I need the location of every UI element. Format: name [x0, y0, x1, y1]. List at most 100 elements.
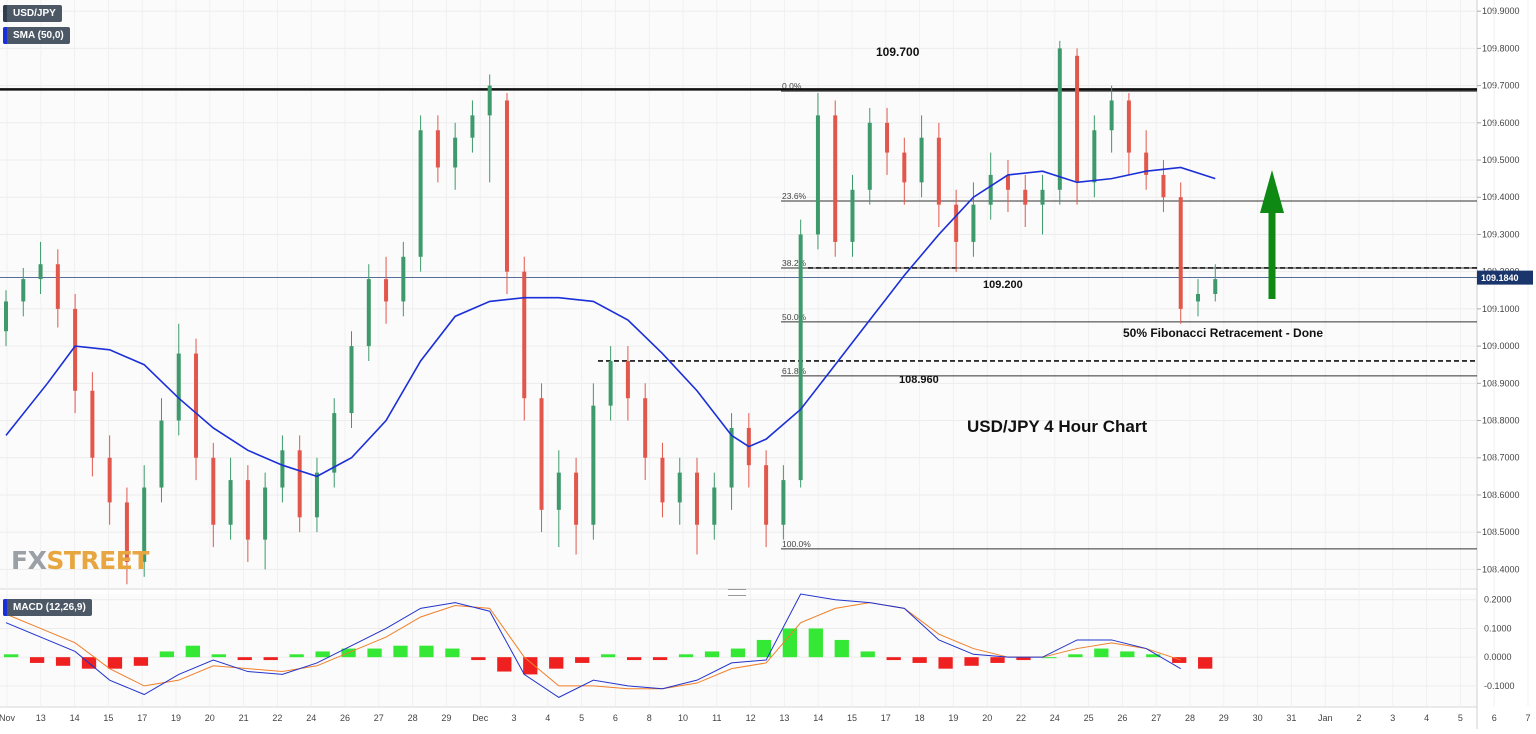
macd-histogram-bar-up — [1042, 657, 1057, 659]
logo-part-2: STREET — [46, 546, 149, 575]
candle-body-up — [487, 85, 492, 116]
time-tick-label: 14 — [813, 713, 823, 723]
candle-body-down — [885, 122, 890, 153]
macd-histogram-bar-up — [445, 648, 460, 658]
time-tick-label: 3 — [511, 713, 516, 723]
macd-histogram-bar-down — [133, 657, 149, 666]
time-tick-label: 18 — [915, 713, 925, 723]
resistance-label: 109.700 — [876, 45, 920, 59]
candle-body-up — [228, 480, 233, 525]
macd-histogram-bar-up — [834, 639, 849, 658]
candle-body-down — [107, 457, 112, 503]
price-tick-label: 108.4000 — [1482, 564, 1520, 574]
time-tick-label: 24 — [1050, 713, 1060, 723]
price-tick-label: 109.3000 — [1482, 229, 1520, 239]
fibonacci-level-label: 50.0% — [782, 312, 807, 322]
time-tick-label: 5 — [1458, 713, 1463, 723]
price-tick-label: 109.5000 — [1482, 155, 1520, 165]
time-tick-label: 28 — [1185, 713, 1195, 723]
support-label: 108.960 — [899, 374, 939, 386]
candle-body-down — [1178, 197, 1183, 309]
candle-body-down — [124, 502, 129, 562]
price-tick-label: 109.4000 — [1482, 192, 1520, 202]
candle-body-up — [176, 353, 181, 421]
candle-body-down — [936, 137, 941, 205]
macd-histogram-bar-down — [471, 657, 486, 661]
macd-histogram-bar-up — [211, 654, 226, 658]
time-tick-label: 8 — [647, 713, 652, 723]
macd-histogram-bar-up — [4, 654, 19, 658]
candle-body-down — [695, 472, 700, 525]
current-price-tag — [1477, 270, 1533, 285]
macd-histogram-bar-down — [964, 657, 979, 666]
price-tick-label: 109.1000 — [1482, 304, 1520, 314]
time-tick-label: 29 — [1219, 713, 1229, 723]
macd-histogram-bar-up — [601, 654, 616, 658]
macd-line — [5, 593, 1181, 698]
symbol-tag[interactable]: USD/JPY — [3, 5, 62, 22]
macd-histogram-bar-down — [1016, 657, 1031, 661]
macd-histogram-bar-up — [704, 651, 720, 658]
candle-body-up — [850, 189, 855, 242]
candle-body-down — [1075, 55, 1080, 183]
macd-histogram-bar-up — [756, 639, 772, 658]
candle-body-up — [677, 472, 682, 503]
macd-histogram-bar-up — [808, 628, 823, 658]
candle-body-up — [1040, 189, 1045, 205]
candle-body-up — [1057, 48, 1062, 190]
candle-body-up — [314, 472, 319, 518]
macd-histogram-bar-down — [938, 657, 953, 669]
candle-body-down — [504, 100, 509, 272]
candle-body-down — [1126, 100, 1131, 153]
macd-histogram-bar-up — [860, 651, 875, 658]
macd-tag[interactable]: MACD (12,26,9) — [3, 599, 92, 616]
fibonacci-annotation: 50% Fibonacci Retracement - Done — [1123, 326, 1323, 340]
time-tick-label: 6 — [1492, 713, 1497, 723]
price-tick-label: 109.6000 — [1482, 118, 1520, 128]
time-tick-label: 13 — [779, 713, 789, 723]
macd-tick-label: 0.1000 — [1484, 623, 1512, 633]
time-tick-label: 21 — [239, 713, 249, 723]
logo-part-1: FX — [11, 546, 47, 575]
candle-body-down — [660, 457, 665, 503]
bullish-arrow-head — [1260, 170, 1284, 213]
sma-tag[interactable]: SMA (50,0) — [3, 27, 70, 44]
candle-body-down — [1161, 174, 1166, 198]
time-tick-label: 17 — [137, 713, 147, 723]
candle-body-up — [988, 174, 993, 205]
candle-body-up — [729, 427, 734, 488]
candle-body-up — [867, 122, 872, 190]
macd-histogram-bar-up — [315, 651, 330, 658]
macd-histogram-bar-down — [237, 657, 252, 661]
candle-body-down — [1144, 152, 1149, 175]
price-tick-label: 108.8000 — [1482, 416, 1520, 426]
macd-histogram-bar-down — [652, 657, 668, 661]
candle-body-up — [142, 487, 147, 562]
candle-body-down — [90, 390, 95, 458]
candle-body-down — [435, 130, 440, 168]
pane-resize-handle[interactable] — [728, 589, 746, 596]
time-tick-label: 29 — [441, 713, 451, 723]
macd-histogram-bar-down — [523, 657, 538, 675]
price-tick-label: 109.8000 — [1482, 43, 1520, 53]
time-tick-label: 27 — [1151, 713, 1161, 723]
time-tick-label: 25 — [1084, 713, 1094, 723]
time-tick-label: 4 — [1424, 713, 1429, 723]
candle-body-up — [332, 413, 337, 473]
fibonacci-level-label: 23.6% — [782, 191, 807, 201]
macd-histogram-bar-up — [782, 628, 797, 658]
time-tick-label: 27 — [374, 713, 384, 723]
time-tick-label: 24 — [306, 713, 316, 723]
candle-body-down — [954, 204, 959, 242]
price-tick-label: 109.7000 — [1482, 81, 1520, 91]
time-tick-label: 15 — [847, 713, 857, 723]
candle-body-up — [418, 130, 423, 257]
candle-body-down — [194, 353, 199, 458]
time-tick-label: 22 — [1016, 713, 1026, 723]
time-tick-label: 7 — [1525, 713, 1530, 723]
macd-histogram-bar-down — [263, 657, 278, 661]
macd-histogram-bar-down — [912, 657, 927, 663]
candle-body-down — [574, 472, 579, 525]
candle-body-up — [1213, 279, 1218, 294]
